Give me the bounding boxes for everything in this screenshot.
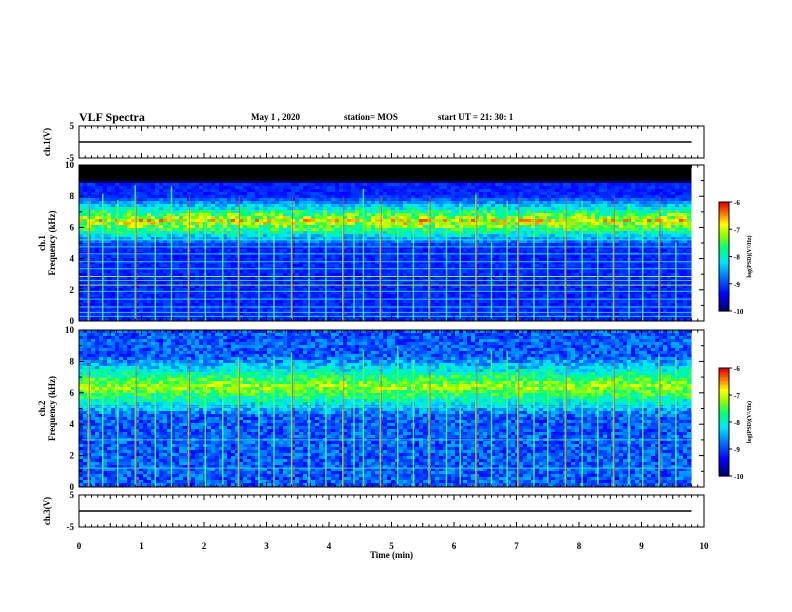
y-tick-label: 8 xyxy=(70,356,75,366)
colorbar-tick-label: -10 xyxy=(734,473,744,481)
panel-ch1-voltage: 5 -5 ch.1(V) xyxy=(42,121,705,163)
spectrogram-ch2-spectrogram xyxy=(79,330,692,487)
x-tick-label: 7 xyxy=(514,541,519,551)
y-tick-label: 10 xyxy=(65,160,75,170)
y-axis-label: ch.1 xyxy=(37,235,47,251)
y-tick-label: 4 xyxy=(70,419,75,429)
spectrogram-ch1-spectrogram xyxy=(79,165,692,321)
y-tick-label: 6 xyxy=(70,388,75,398)
y-axis-label: ch.1(V) xyxy=(42,128,52,156)
colorbar-tick-label: -6 xyxy=(734,365,740,373)
panel-ch3-voltage: 5 -5 ch.3(V) xyxy=(42,490,705,532)
panel-ch2-spectrogram: 0 2 4 6 8 10 ch.2 Frequency (kHz) xyxy=(37,325,705,492)
colorbar-1: -6 -7 -8 -9 -10 log(PSD)(V²/Hz) xyxy=(718,199,753,316)
colorbar-tick-label: -7 xyxy=(734,392,740,400)
y-tick-label: 5 xyxy=(70,121,75,131)
colorbar-tick-label: -7 xyxy=(734,226,740,234)
date-label: May 1 , 2020 xyxy=(251,112,300,122)
y-tick-label: 2 xyxy=(70,285,75,295)
y-tick-label: 8 xyxy=(70,191,75,201)
colorbar-2: -6 -7 -8 -9 -10 log(PSD)(V²/Hz) xyxy=(718,365,753,481)
y-tick-label: 6 xyxy=(70,222,75,232)
colorbar-label: log(PSD)(V²/Hz) xyxy=(746,401,753,443)
colorbar-tick-label: -6 xyxy=(734,199,740,207)
colorbar-tick-label: -8 xyxy=(734,419,740,427)
x-tick-label: 9 xyxy=(639,541,644,551)
panel-ch1-spectrogram: 0 2 4 6 8 10 ch.1 Frequency (kHz) xyxy=(37,160,705,326)
x-tick-label: 6 xyxy=(452,541,457,551)
y-tick-label: 2 xyxy=(70,451,75,461)
y-tick-label: 5 xyxy=(70,490,75,500)
y-tick-label: 4 xyxy=(70,254,75,264)
y-tick-label: -5 xyxy=(67,522,75,532)
x-tick-label: 2 xyxy=(202,541,207,551)
y-axis-label: Frequency (kHz) xyxy=(47,376,57,441)
y-tick-label: 10 xyxy=(65,325,75,335)
y-axis-label: ch.3(V) xyxy=(42,497,52,525)
colorbar-tick-label: -9 xyxy=(734,446,740,454)
y-tick-label: 0 xyxy=(70,316,75,326)
x-tick-label: 3 xyxy=(264,541,269,551)
x-axis-label: Time (min) xyxy=(370,550,413,560)
start-time-label: start UT = 21: 30: 1 xyxy=(438,112,514,122)
colorbar-label: log(PSD)(V²/Hz) xyxy=(746,235,753,277)
y-axis-label: Frequency (kHz) xyxy=(47,210,57,275)
x-tick-label: 1 xyxy=(139,541,144,551)
x-tick-label: 5 xyxy=(389,541,394,551)
colorbar-tick-label: -8 xyxy=(734,254,740,262)
chart-title: VLF Spectra xyxy=(79,110,145,124)
y-tick-label: 0 xyxy=(70,482,75,492)
x-tick-label: 0 xyxy=(77,541,82,551)
x-tick-label: 4 xyxy=(327,541,332,551)
station-label: station= MOS xyxy=(344,112,398,122)
y-tick-label: -5 xyxy=(67,153,75,163)
y-axis-label: ch.2 xyxy=(37,400,47,416)
spectrogram-cutoff-region xyxy=(79,165,692,181)
x-tick-label: 10 xyxy=(700,541,710,551)
x-tick-label: 8 xyxy=(577,541,582,551)
colorbar-tick-label: -9 xyxy=(734,281,740,289)
colorbar-tick-label: -10 xyxy=(734,308,744,316)
